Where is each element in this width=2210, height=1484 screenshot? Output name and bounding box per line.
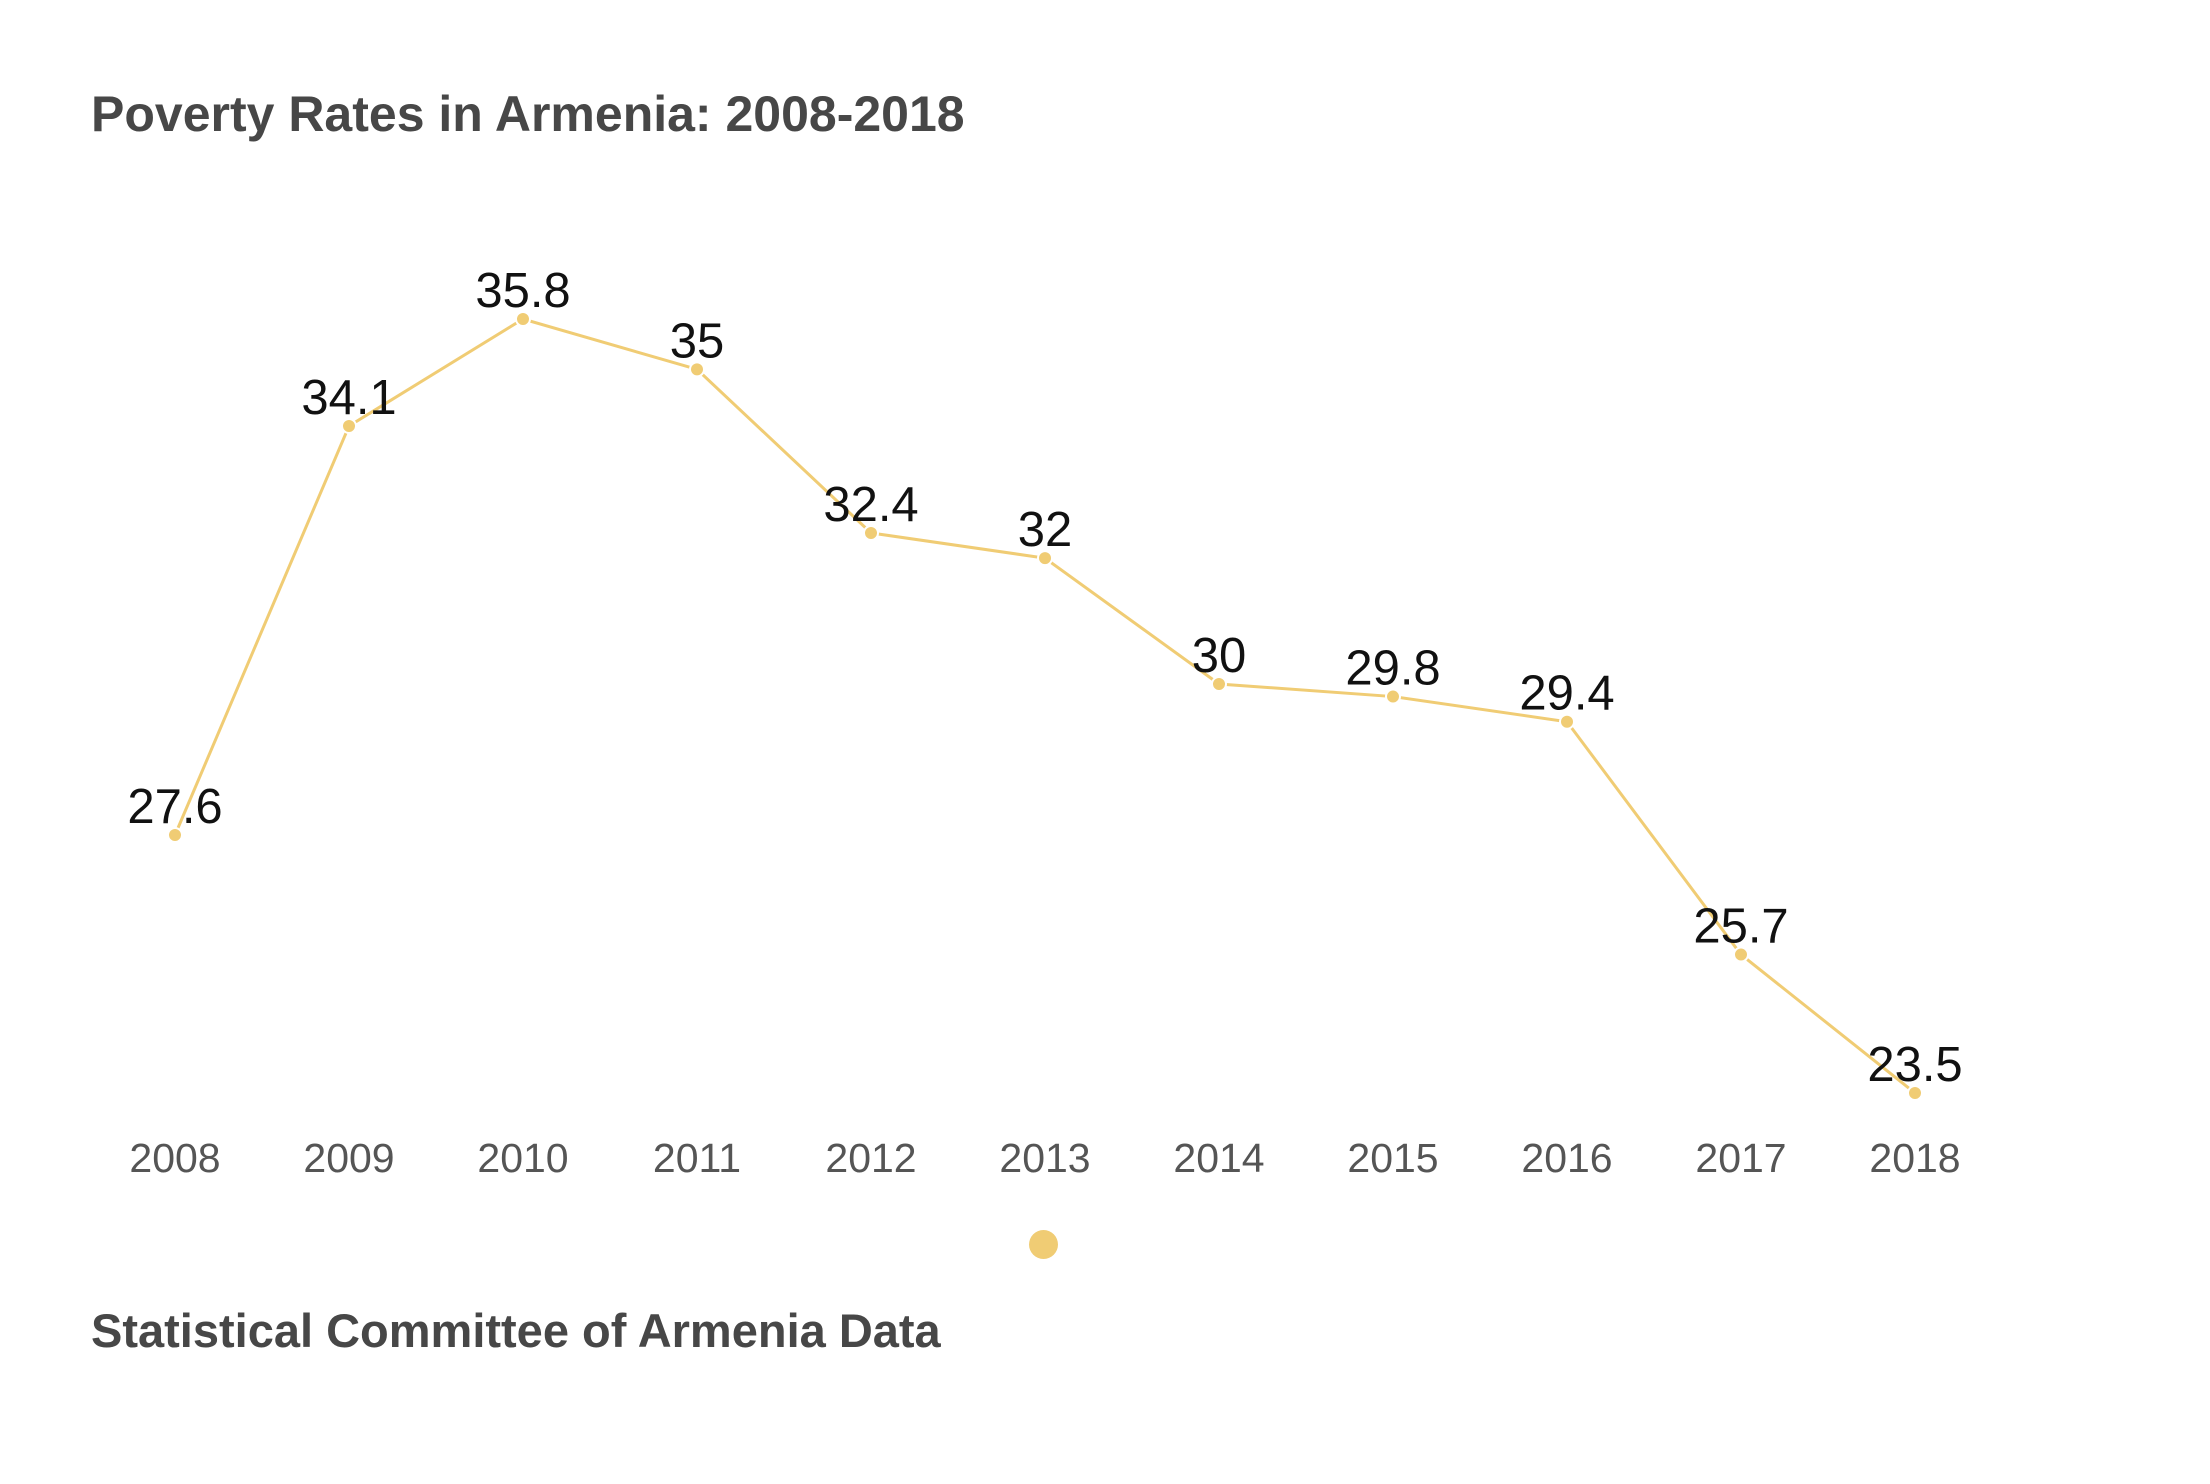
source-note: Statistical Committee of Armenia Data (91, 1304, 941, 1357)
data-point[interactable] (863, 524, 879, 541)
data-label: 32.4 (823, 478, 918, 532)
data-point[interactable] (1385, 688, 1401, 705)
data-point[interactable] (1907, 1085, 1923, 1101)
chart-title: Poverty Rates in Armenia: 2008-2018 (91, 86, 965, 142)
x-tick-label: 2018 (1869, 1135, 1960, 1181)
data-label: 29.4 (1519, 667, 1614, 721)
legend-series-marker (1029, 1230, 1058, 1259)
x-tick-label: 2008 (129, 1135, 220, 1181)
data-point[interactable] (1211, 675, 1227, 692)
x-tick-label: 2014 (1173, 1135, 1264, 1181)
x-tick-label: 2015 (1347, 1135, 1438, 1181)
data-point[interactable] (341, 417, 357, 434)
data-label: 30 (1192, 629, 1247, 683)
data-label: 34.1 (301, 371, 396, 425)
data-point[interactable] (515, 311, 531, 327)
x-tick-label: 2010 (477, 1135, 568, 1181)
data-point[interactable] (1559, 713, 1575, 730)
x-tick-label: 2012 (825, 1135, 916, 1181)
data-label: 35.8 (475, 264, 570, 318)
x-tick-label: 2017 (1695, 1135, 1786, 1181)
x-tick-label: 2011 (653, 1135, 741, 1181)
data-point[interactable] (167, 827, 183, 843)
data-label: 35 (670, 314, 725, 368)
x-tick-label: 2009 (303, 1135, 394, 1181)
data-point[interactable] (1733, 946, 1749, 963)
x-tick-label: 2013 (999, 1135, 1090, 1181)
data-label: 23.5 (1867, 1038, 1962, 1092)
data-label: 25.7 (1693, 900, 1788, 954)
x-tick-label: 2016 (1521, 1135, 1612, 1181)
data-point[interactable] (1037, 550, 1053, 567)
series-line (173, 317, 1916, 1095)
data-point[interactable] (689, 361, 705, 378)
data-label: 29.8 (1345, 642, 1440, 696)
data-label: 27.6 (127, 780, 222, 834)
data-label: 32 (1018, 503, 1073, 557)
